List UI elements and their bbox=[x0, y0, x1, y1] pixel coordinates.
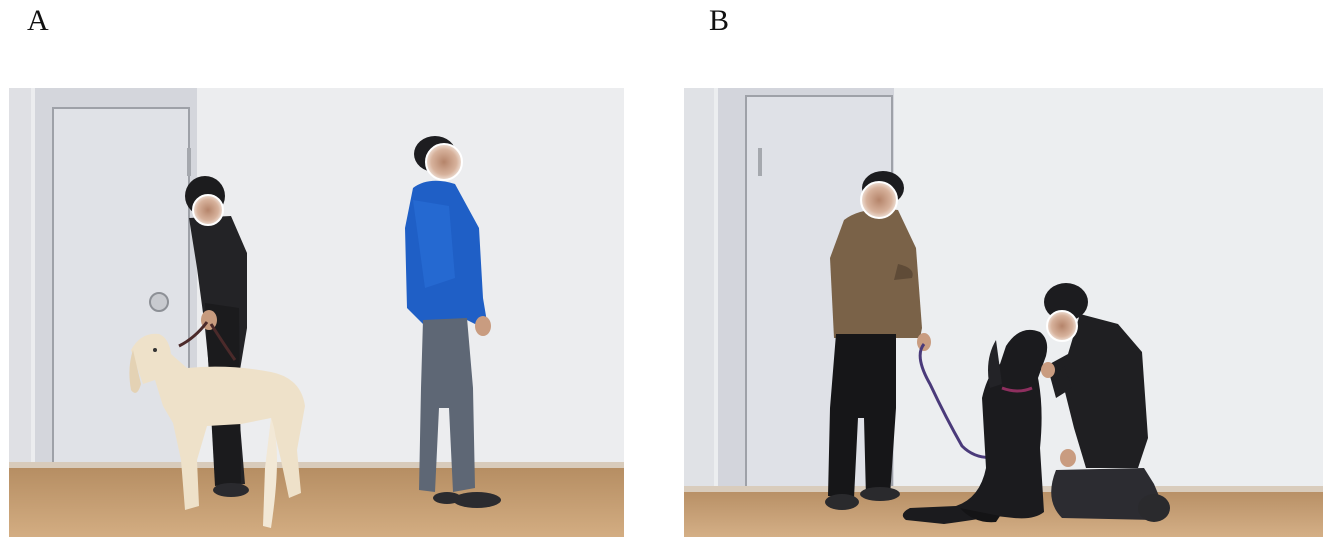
photo-a bbox=[9, 88, 624, 537]
panel-label-a: A bbox=[27, 4, 49, 37]
left-wall-edge bbox=[684, 88, 714, 498]
panel-label-b: B bbox=[709, 4, 730, 37]
left-wall-edge bbox=[9, 88, 31, 488]
person-brown-jacket bbox=[825, 171, 931, 510]
person-kneeling-black-jacket bbox=[1041, 283, 1170, 522]
baseboard bbox=[9, 462, 624, 468]
photo-b-scene bbox=[684, 88, 1323, 537]
face-blur-blue-jacket-man bbox=[425, 143, 463, 181]
face-blur-kneeling-man bbox=[1046, 310, 1078, 342]
floor bbox=[9, 466, 624, 537]
leash-a bbox=[178, 321, 237, 361]
black-dog bbox=[902, 329, 1048, 524]
face-blur-left-man bbox=[192, 194, 224, 226]
photo-b bbox=[684, 88, 1323, 537]
person-blue-jacket bbox=[405, 136, 501, 508]
face-blur-brown-jacket-man bbox=[860, 181, 898, 219]
door bbox=[35, 88, 197, 487]
photo-a-scene bbox=[9, 88, 624, 537]
white-dog bbox=[129, 333, 305, 528]
